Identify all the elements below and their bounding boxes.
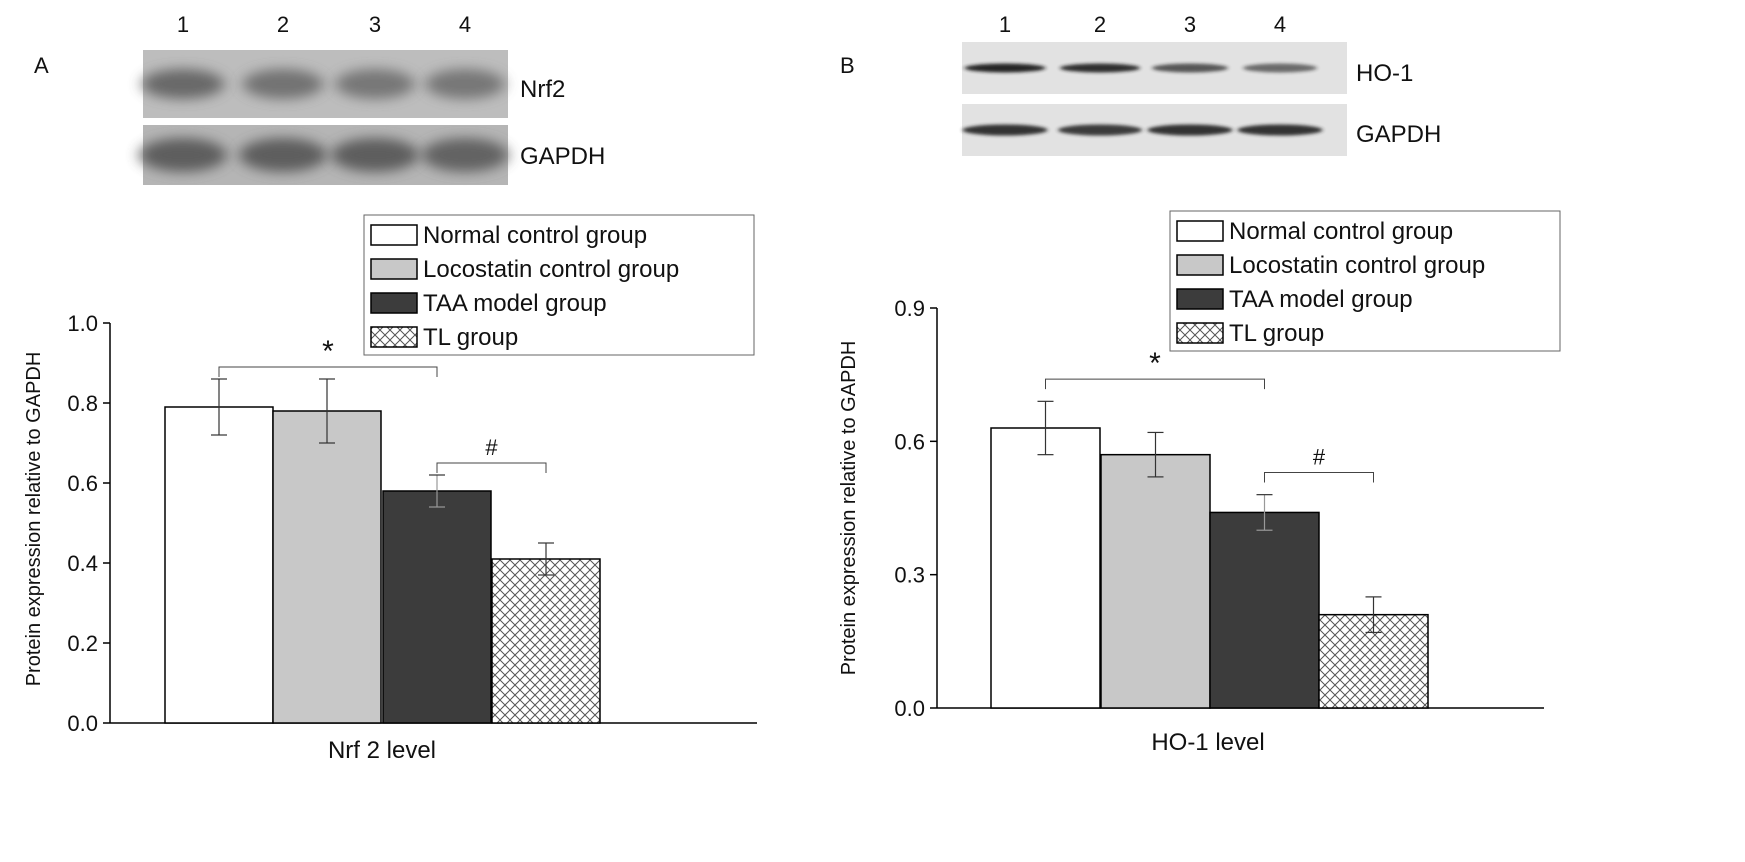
bar-chart-b: 0.0 0.3 0.6 0.9 * #	[894, 296, 1544, 721]
significance-marker: #	[1313, 444, 1326, 469]
blot-label-gapdh: GAPDH	[520, 143, 605, 170]
significance-bracket	[1264, 471, 1374, 483]
blot-band	[1060, 63, 1140, 73]
y-axis-label-a: Protein expression relative to GAPDH	[23, 352, 45, 687]
lane-number: 2	[277, 12, 289, 37]
y-tick-label: 0.3	[894, 563, 925, 588]
lane-number: 3	[1184, 12, 1196, 37]
panel-a: A 1 2 3 4 Nrf2 GAPDH Normal control grou…	[23, 12, 757, 764]
blot-label-gapdh: GAPDH	[1356, 121, 1441, 148]
legend-label: Locostatin control group	[423, 256, 679, 283]
blot-lane-numbers-b: 1 2 3 4	[999, 12, 1286, 37]
lane-number: 1	[999, 12, 1011, 37]
bar	[164, 406, 274, 724]
blot-band	[1058, 124, 1142, 136]
blot-band	[1243, 63, 1317, 73]
significance-bracket	[436, 462, 547, 473]
blot-band	[331, 138, 419, 172]
legend-label: Locostatin control group	[1229, 252, 1485, 279]
significance-bracket	[218, 366, 438, 377]
blot-label-ho1: HO-1	[1356, 60, 1413, 87]
lane-number: 1	[177, 12, 189, 37]
blot-band	[421, 138, 509, 172]
y-tick-label: 0.6	[67, 471, 98, 496]
y-tick-label: 0.8	[67, 391, 98, 416]
bar	[491, 558, 601, 724]
western-blot-ho1	[962, 42, 1347, 94]
western-blot-nrf2	[141, 50, 508, 118]
y-tick-label: 0.0	[894, 696, 925, 721]
blot-band	[964, 63, 1046, 73]
lane-number: 4	[1274, 12, 1286, 37]
blot-band	[425, 69, 505, 99]
y-tick-label: 0.0	[67, 711, 98, 736]
y-tick-label: 0.4	[67, 551, 98, 576]
legend-swatch-normal	[1176, 220, 1224, 242]
x-axis-label-a: Nrf 2 level	[328, 737, 436, 764]
legend-label: TAA model group	[423, 290, 607, 317]
blot-band	[239, 138, 327, 172]
y-tick-label: 0.6	[894, 429, 925, 454]
bar	[382, 490, 492, 724]
y-tick-label: 0.9	[894, 296, 925, 321]
bar-chart-a: 0.0 0.2 0.4 0.6 0.8 1.0 * #	[67, 311, 757, 736]
legend-a: Normal control group Locostatin control …	[363, 214, 755, 356]
blot-band	[962, 124, 1048, 136]
legend-swatch-tl	[370, 326, 418, 348]
blot-band	[1237, 124, 1323, 136]
lane-number: 3	[369, 12, 381, 37]
y-tick-label: 1.0	[67, 311, 98, 336]
legend-swatch-tl	[1176, 322, 1224, 344]
western-blot-gapdh	[962, 104, 1347, 156]
legend-label: TAA model group	[1229, 286, 1413, 313]
blot-label-nrf2: Nrf2	[520, 76, 565, 103]
blot-band	[335, 69, 415, 99]
significance-marker: *	[322, 335, 334, 368]
significance-marker: *	[1149, 347, 1161, 380]
blot-lane-numbers-a: 1 2 3 4	[177, 12, 471, 37]
legend-label: Normal control group	[423, 222, 647, 249]
panel-b: B 1 2 3 4 HO-1 GAPDH Normal control grou…	[838, 12, 1561, 756]
bar	[272, 410, 382, 724]
significance-marker: #	[485, 435, 498, 460]
lane-number: 2	[1094, 12, 1106, 37]
legend-swatch-taa	[370, 292, 418, 314]
legend-label: TL group	[423, 324, 518, 351]
legend-swatch-taa	[1176, 288, 1224, 310]
legend-label: Normal control group	[1229, 218, 1453, 245]
blot-band	[141, 69, 225, 99]
bar	[990, 427, 1101, 709]
legend-swatch-locostatin	[370, 258, 418, 280]
bar	[1100, 453, 1211, 709]
legend-swatch-normal	[370, 224, 418, 246]
legend-label: TL group	[1229, 320, 1324, 347]
lane-number: 4	[459, 12, 471, 37]
blot-band	[139, 138, 227, 172]
y-axis-label-b: Protein expression relative to GAPDH	[838, 341, 860, 676]
panel-label-b: B	[840, 53, 855, 78]
panel-label-a: A	[34, 53, 49, 78]
significance-bracket	[1045, 378, 1265, 390]
legend-frame	[1169, 210, 1561, 352]
legend-swatch-locostatin	[1176, 254, 1224, 276]
blot-band	[1147, 124, 1233, 136]
bar	[1209, 511, 1320, 709]
blot-band	[242, 69, 324, 99]
legend-b: Normal control group Locostatin control …	[1169, 210, 1561, 352]
x-axis-label-b: HO-1 level	[1151, 729, 1264, 756]
y-tick-label: 0.2	[67, 631, 98, 656]
legend-frame	[363, 214, 755, 356]
western-blot-gapdh	[139, 125, 509, 185]
blot-band	[1152, 63, 1228, 73]
